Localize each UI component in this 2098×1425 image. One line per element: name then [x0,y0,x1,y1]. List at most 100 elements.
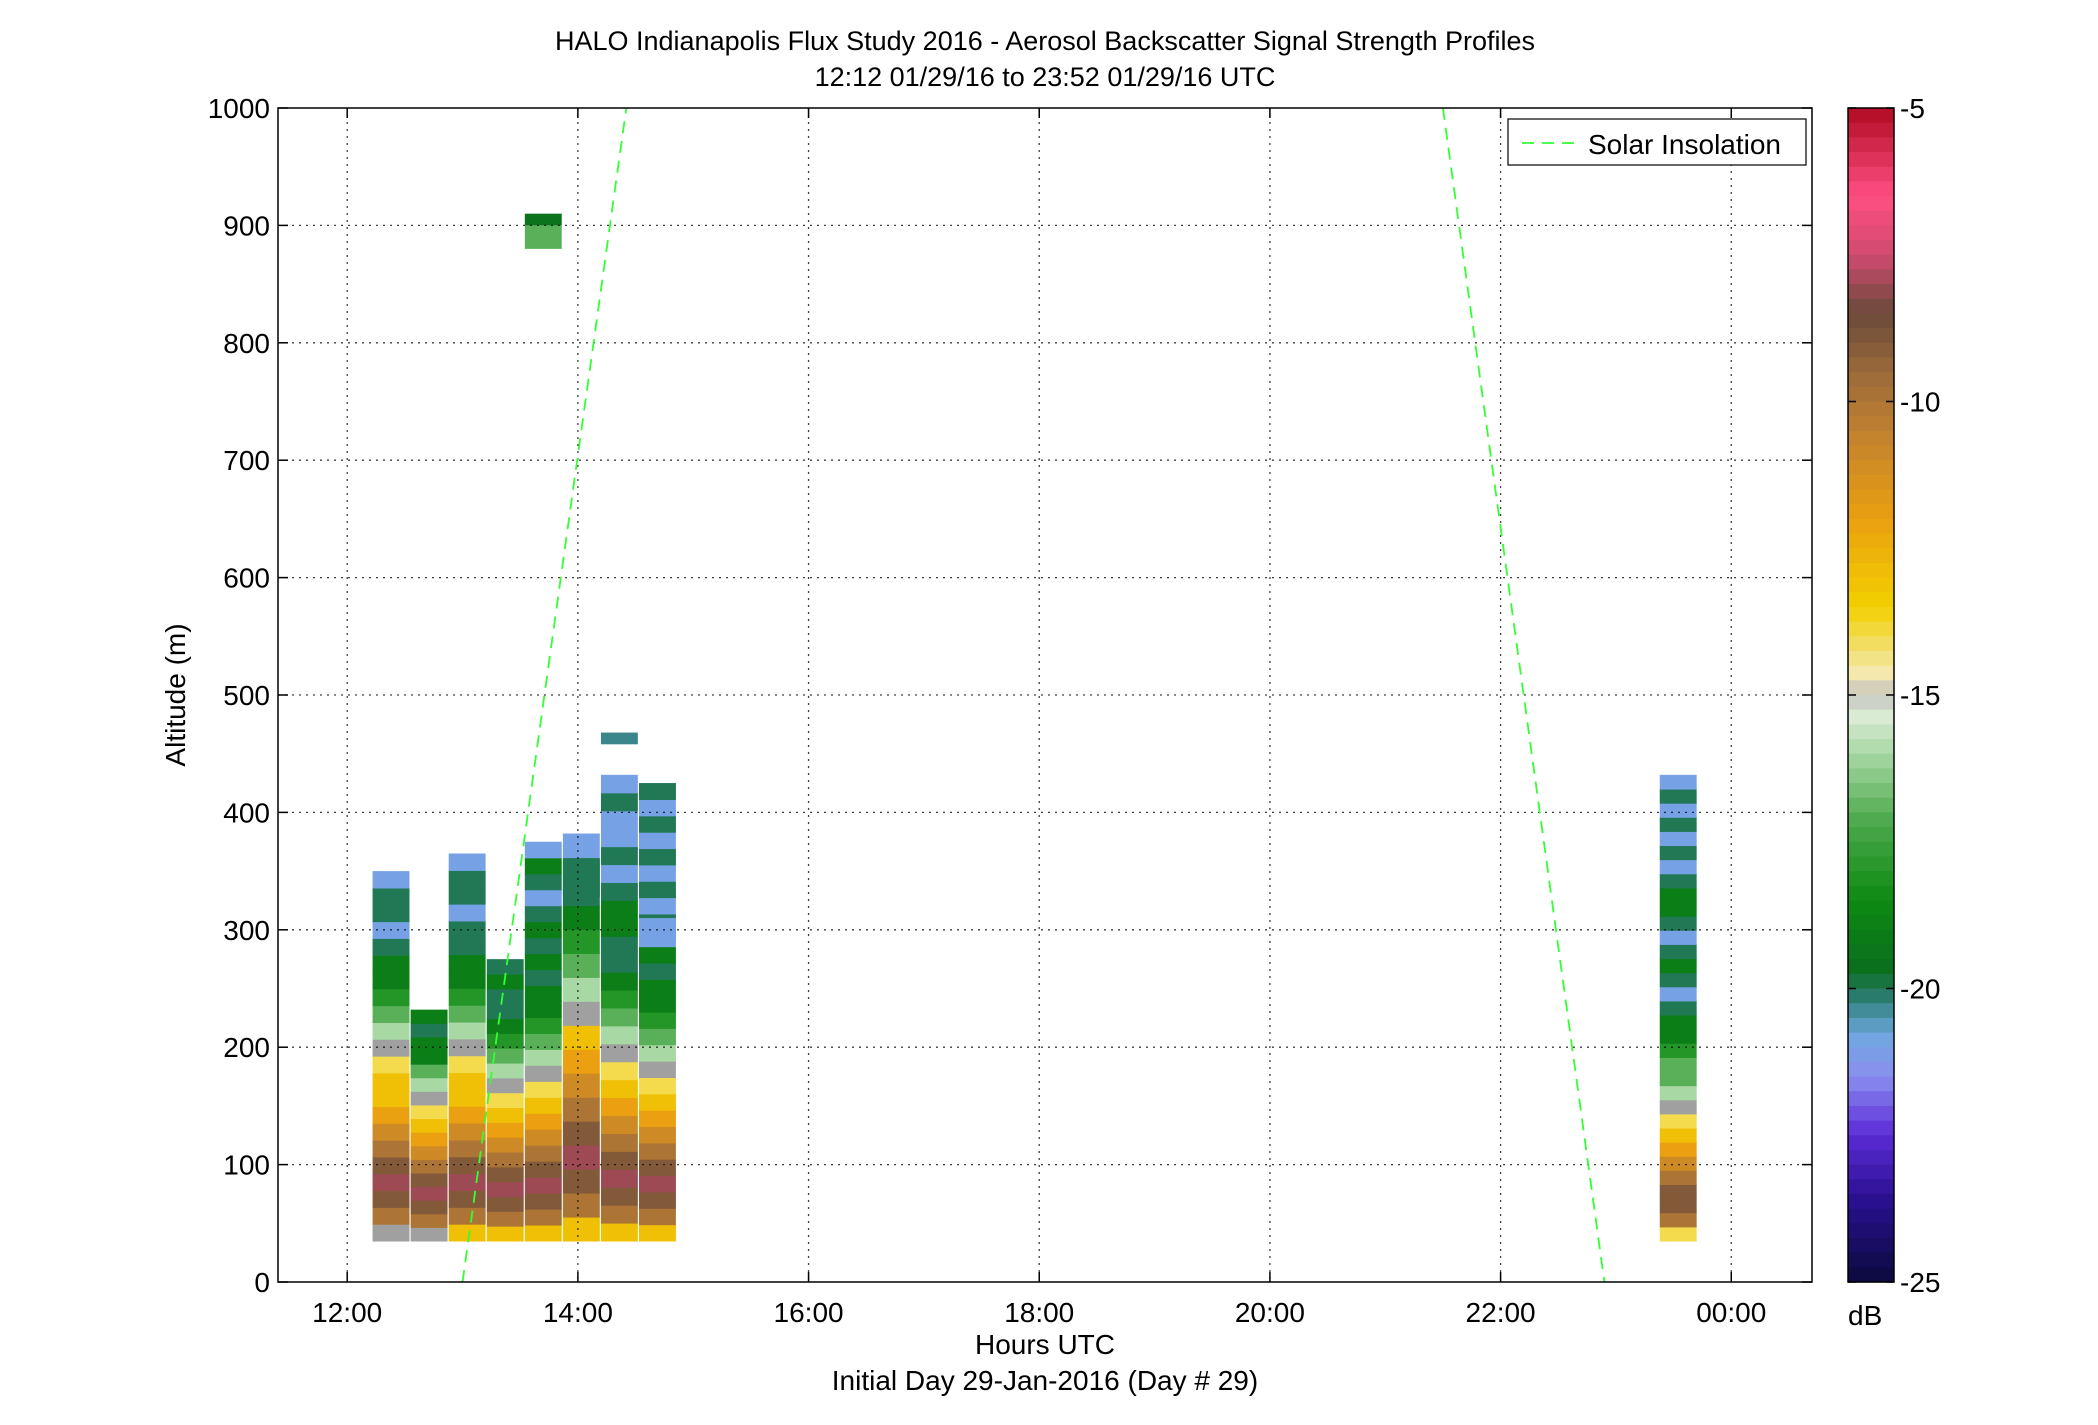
heatmap-cell-6-17 [600,918,638,937]
heatmap-cell-5-4 [562,1121,600,1146]
heatmap-cell-3-11 [486,1062,524,1079]
heatmap-cell-0-2 [372,1190,410,1208]
heatmap-cell-3-14 [486,1018,524,1034]
heatmap-cells [372,213,1697,1242]
heatmap-cell-0-21 [372,871,410,889]
colorbar-band-2 [1848,137,1894,153]
heatmap-cell-4-0 [524,1224,562,1242]
heatmap-cell-1-16 [410,1009,448,1024]
heatmap-cell-8-32 [1659,774,1697,790]
heatmap-cell-4-20 [524,905,562,923]
heatmap-extra-cell-0 [524,225,562,249]
heatmap-cell-3-16 [486,988,524,1005]
colorbar-band-42 [1848,724,1894,740]
y-tick-label-6: 600 [223,563,270,594]
heatmap-cell-0-12 [372,1022,410,1040]
heatmap-cell-6-13 [600,989,638,1009]
heatmap-cell-7-13 [639,1011,676,1029]
heatmap-cell-6-8 [600,1079,638,1099]
colorbar-band-34 [1848,606,1894,623]
y-tick-label-0: 0 [254,1267,270,1298]
colorbar-band-44 [1848,753,1894,769]
colorbar-band-3 [1848,152,1894,168]
colorbar-band-13 [1848,298,1894,315]
heatmap-cell-4-4 [524,1161,562,1178]
heatmap-cell-0-3 [372,1173,410,1192]
heatmap-cell-3-0 [486,1226,524,1242]
legend-label: Solar Insolation [1588,129,1781,160]
heatmap-cell-7-10 [639,1061,676,1078]
heatmap-cell-1-14 [410,1036,448,1052]
heatmap-cell-8-7 [1659,1127,1697,1143]
heatmap-cell-1-9 [410,1104,448,1120]
y-tick-label-3: 300 [223,915,270,946]
heatmap-cell-3-5 [486,1151,524,1168]
heatmap-cell-5-7 [562,1049,600,1074]
colorbar-band-67 [1848,1091,1894,1107]
heatmap-cell-3-7 [486,1122,524,1138]
colorbar-band-78 [1848,1252,1894,1268]
colorbar-band-77 [1848,1237,1894,1254]
heatmap-cell-2-4 [448,1156,486,1175]
heatmap-cell-8-10 [1659,1085,1697,1101]
heatmap-cell-4-17 [524,953,562,971]
heatmap-cell-6-18 [600,900,638,919]
heatmap-cell-8-5 [1659,1156,1697,1171]
colorbar-band-23 [1848,445,1894,461]
heatmap-cell-0-4 [372,1156,410,1175]
colorbar-band-38 [1848,665,1894,681]
x-axis-ticks: 12:00 14:00 16:00 18:00 20:00 22:00 00:00 [312,108,1766,1328]
heatmap-cell-8-20 [1659,944,1697,960]
colorbar-band-61 [1848,1003,1894,1019]
heatmap-cell-8-30 [1659,803,1697,818]
heatmap-cell-8-11 [1659,1071,1697,1087]
colorbar-band-49 [1848,827,1894,843]
heatmap-cell-1-7 [410,1132,448,1147]
heatmap-cell-4-7 [524,1113,562,1130]
heatmap-cell-0-1 [372,1207,410,1225]
heatmap-cell-0-9 [372,1072,410,1091]
heatmap-cell-8-17 [1659,986,1697,1002]
colorbar-band-10 [1848,254,1894,271]
heatmap-cell-3-6 [486,1137,524,1153]
colorbar-band-26 [1848,489,1894,505]
heatmap-cell-2-7 [448,1106,486,1124]
colorbar-band-75 [1848,1208,1894,1224]
heatmap-cell-1-3 [410,1186,448,1201]
colorbar-band-52 [1848,871,1894,887]
heatmap-cell-6-6 [600,1115,638,1134]
x-axis-sublabel: Initial Day 29-Jan-2016 (Day # 29) [832,1365,1258,1396]
heatmap-cell-7-12 [639,1028,676,1046]
colorbar-band-41 [1848,709,1894,725]
colorbar-band-62 [1848,1017,1894,1034]
heatmap-cell-8-29 [1659,817,1697,832]
heatmap-cell-2-3 [448,1173,486,1191]
heatmap-cell-5-1 [562,1192,600,1218]
heatmap-cell-7-1 [639,1208,676,1226]
y-tick-label-9: 900 [223,210,270,241]
heatmap-cell-5-12 [562,929,600,954]
heatmap-cell-6-25 [600,774,638,794]
colorbar-band-72 [1848,1164,1894,1180]
colorbar-band-1 [1848,122,1894,138]
heatmap-cell-6-16 [600,936,638,955]
colorbar-band-22 [1848,430,1894,447]
heatmap-cell-4-1 [524,1208,562,1226]
heatmap-cell-8-27 [1659,845,1697,861]
heatmap-cell-6-1 [600,1205,638,1224]
heatmap-cell-8-15 [1659,1014,1697,1030]
heatmap-cell-2-2 [448,1190,486,1208]
colorbar-band-65 [1848,1061,1894,1078]
heatmap-cell-4-2 [524,1193,562,1210]
colorbar-tick-label-0: -5 [1900,93,1925,124]
heatmap-cell-5-10 [562,977,600,1002]
heatmap-cell-7-17 [639,946,676,964]
heatmap-cell-2-22 [448,853,486,871]
colorbar-band-30 [1848,548,1894,564]
x-tick-label-2: 16:00 [774,1297,844,1328]
heatmap-cell-7-14 [639,995,676,1013]
colorbar-band-46 [1848,783,1894,799]
heatmap-cell-1-8 [410,1118,448,1133]
colorbar-band-8 [1848,225,1894,241]
heatmap-cell-8-8 [1659,1113,1697,1129]
